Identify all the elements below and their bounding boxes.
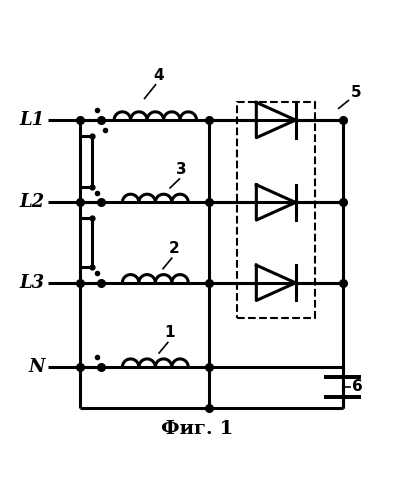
Text: L3: L3 [19, 274, 45, 292]
Text: 5: 5 [350, 85, 361, 100]
Text: L1: L1 [19, 111, 45, 129]
Text: 3: 3 [177, 162, 187, 177]
Bar [237, 102, 315, 318]
Text: 6: 6 [352, 379, 363, 394]
Text: N: N [28, 358, 45, 376]
Text: Фиг. 1: Фиг. 1 [162, 420, 233, 438]
Text: L2: L2 [19, 194, 45, 212]
Text: 2: 2 [169, 241, 179, 256]
Text: 1: 1 [165, 325, 175, 340]
Text: 4: 4 [153, 68, 164, 83]
